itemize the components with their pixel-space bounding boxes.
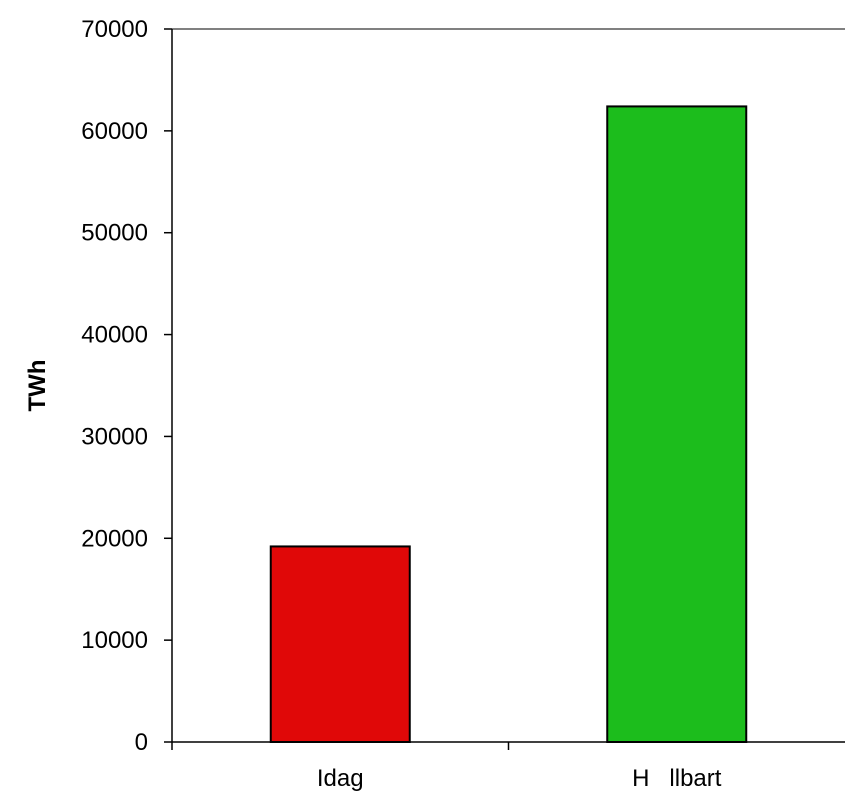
y-tick-label: 40000 bbox=[81, 322, 148, 349]
y-axis-title: TWh bbox=[24, 360, 51, 412]
y-tick-label: 70000 bbox=[81, 16, 148, 43]
y-axis-ticks: 0 10000 20000 30000 40000 50000 60000 70000 bbox=[81, 16, 172, 756]
y-tick-label: 30000 bbox=[81, 423, 148, 450]
y-tick-label: 0 bbox=[135, 729, 148, 756]
bars bbox=[269, 105, 748, 743]
bar-1 bbox=[269, 545, 411, 743]
y-tick-label: 60000 bbox=[81, 118, 148, 145]
bar-2 bbox=[606, 105, 748, 743]
x-axis-ticks: Idag H llbart bbox=[171, 742, 722, 792]
y-tick-label: 50000 bbox=[81, 220, 148, 247]
x-tick-label: Idag bbox=[317, 765, 364, 792]
y-tick-label: 20000 bbox=[81, 525, 148, 552]
y-tick-label: 10000 bbox=[81, 627, 148, 654]
x-tick-label: H llbart bbox=[632, 765, 722, 792]
